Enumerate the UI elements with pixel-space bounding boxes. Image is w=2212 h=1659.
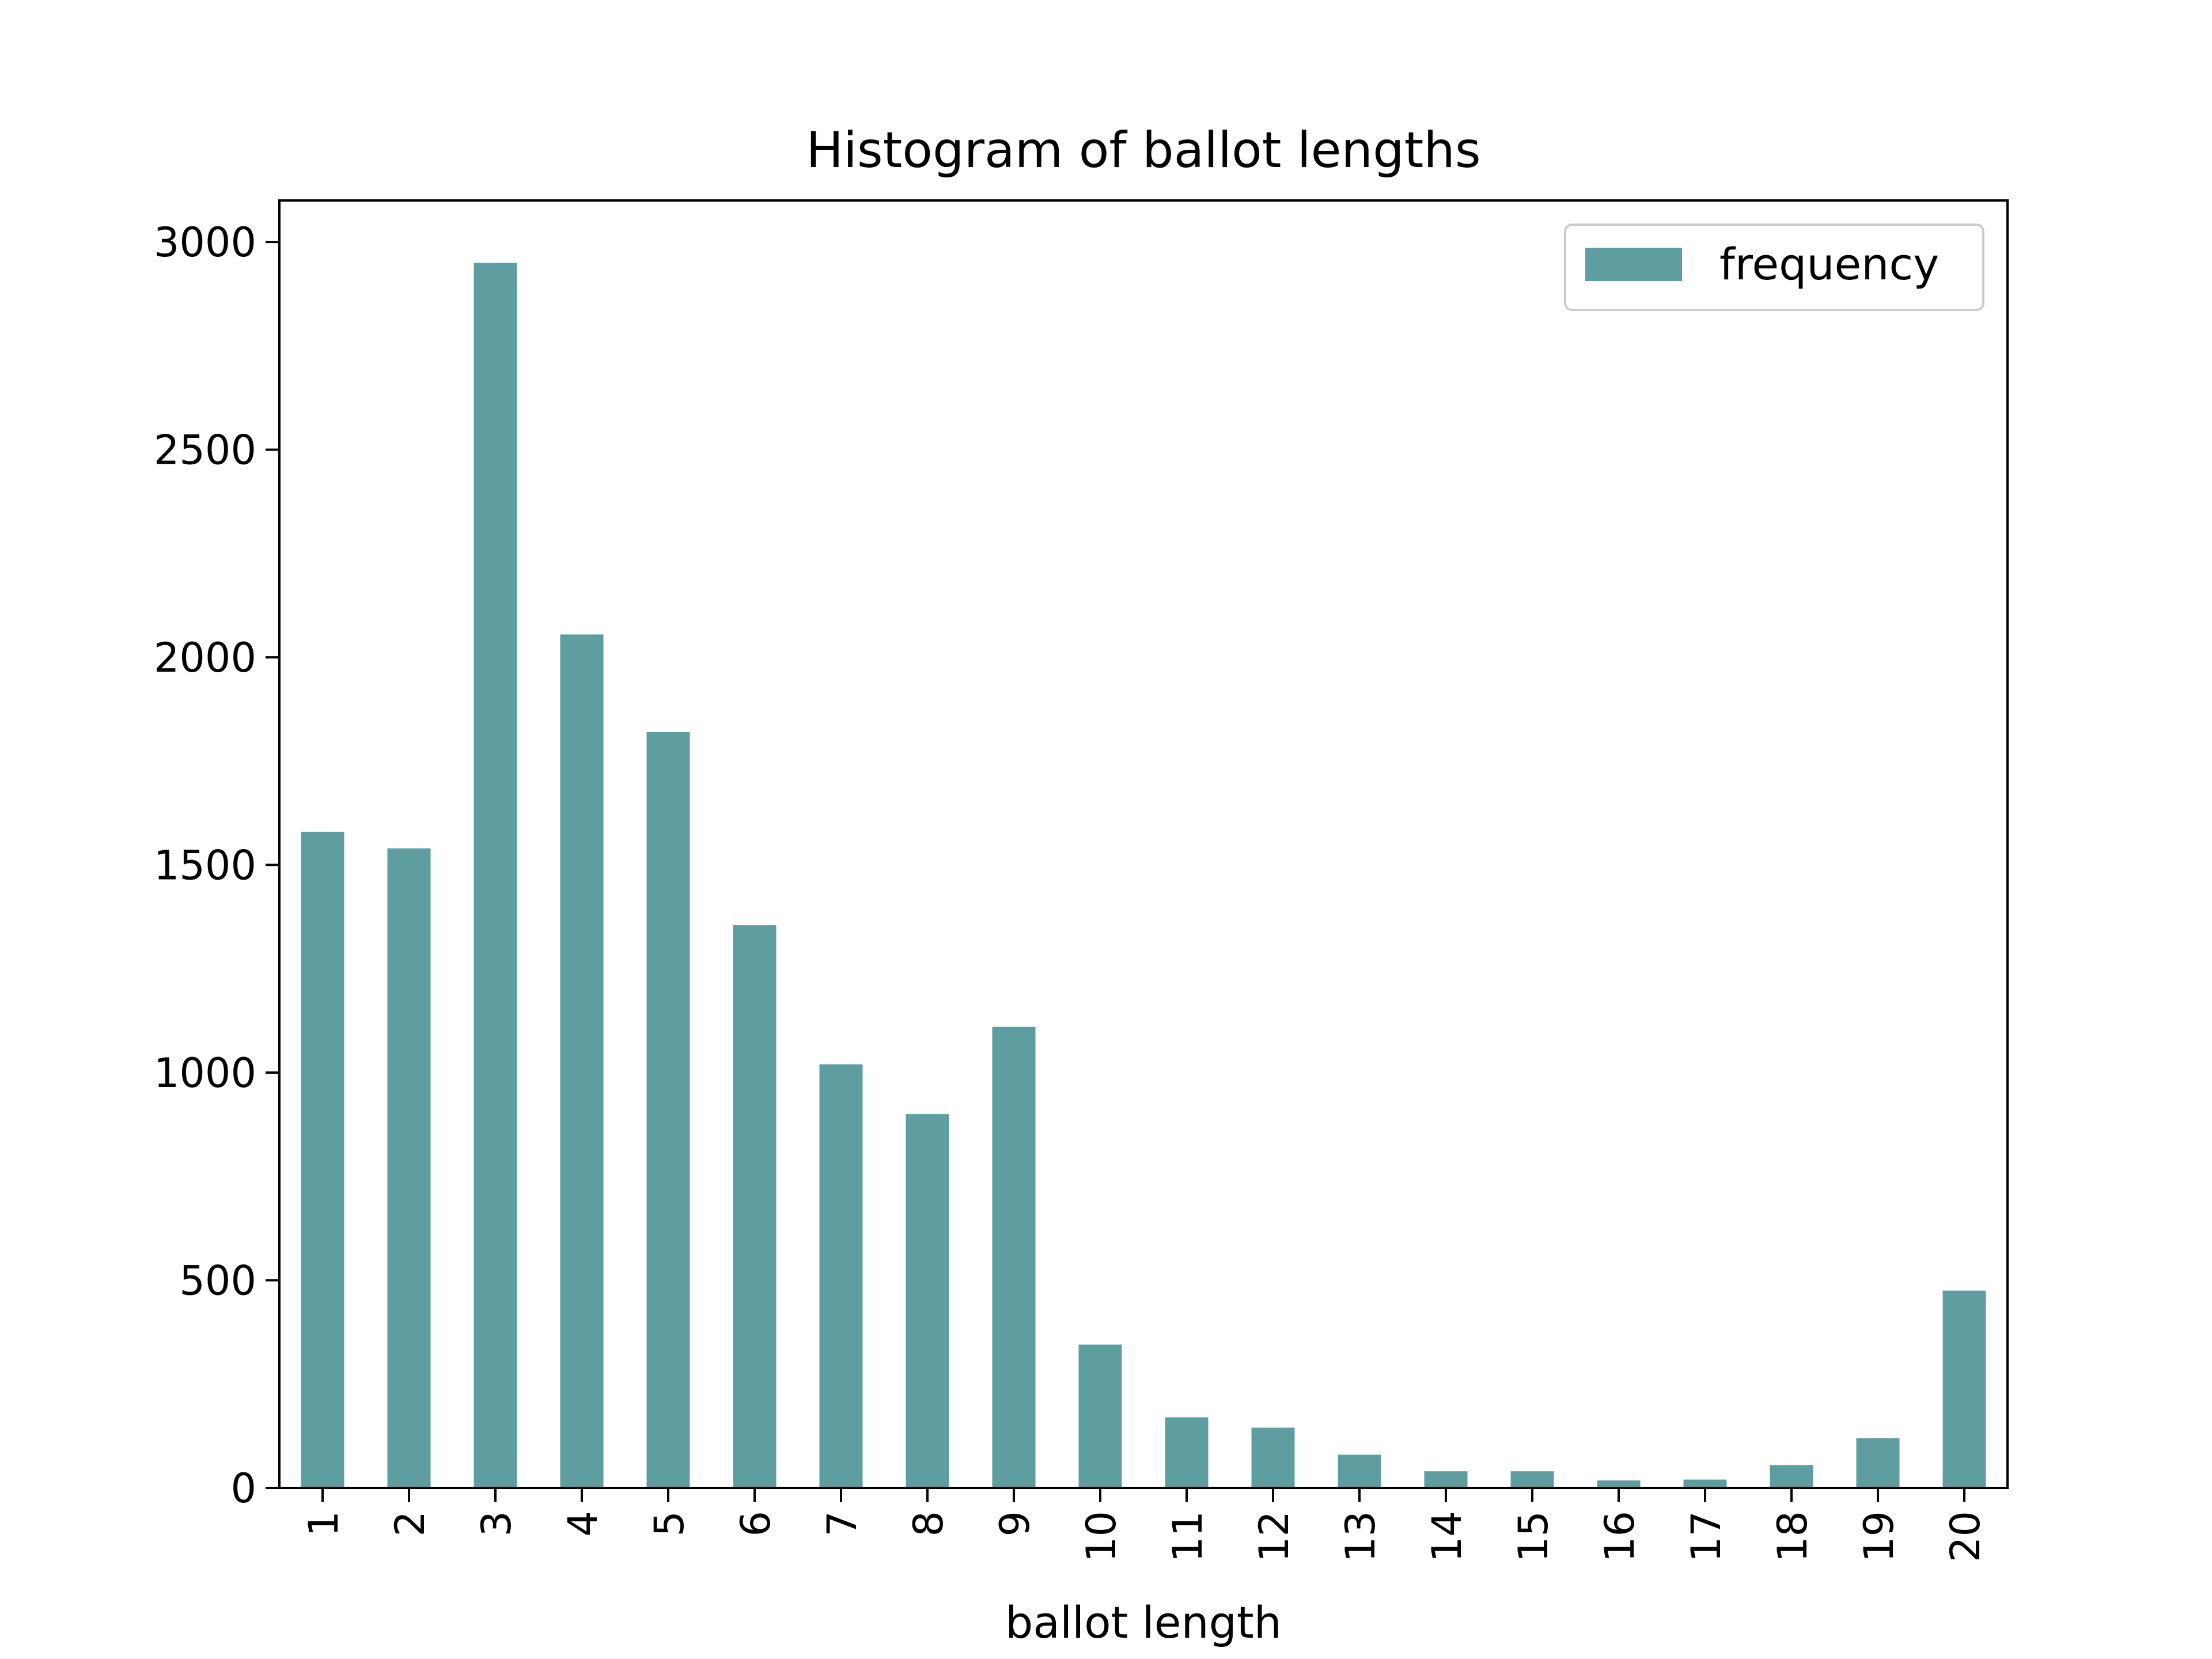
bar-7 <box>819 1064 863 1488</box>
bar-4 <box>560 634 604 1488</box>
bar-17 <box>1683 1479 1727 1488</box>
bars-group <box>301 263 1986 1488</box>
x-tick-label: 5 <box>646 1511 693 1537</box>
legend: frequency <box>1564 224 1984 311</box>
bar-12 <box>1251 1427 1295 1488</box>
chart-title: Histogram of ballot lengths <box>806 122 1480 179</box>
y-tick-label: 1000 <box>154 1050 256 1097</box>
x-tick-label: 6 <box>732 1511 779 1537</box>
x-axis-label: ballot length <box>1005 1597 1282 1648</box>
bar-5 <box>646 732 690 1488</box>
x-tick-label: 2 <box>387 1511 434 1537</box>
x-tick-label: 19 <box>1855 1511 1903 1562</box>
x-axis: 1 2 3 4 5 6 7 8 9 10 11 12 13 14 15 16 17 18 19 20 <box>300 1488 1989 1562</box>
y-tick-label: 500 <box>179 1257 256 1305</box>
legend-box <box>1564 224 1984 311</box>
x-tick-label: 12 <box>1251 1511 1298 1562</box>
x-tick-label: 16 <box>1596 1511 1643 1562</box>
bar-2 <box>387 848 431 1488</box>
x-tick-label: 14 <box>1423 1511 1471 1562</box>
x-tick-label: 15 <box>1510 1511 1557 1562</box>
x-tick-label: 20 <box>1942 1511 1989 1562</box>
legend-label: frequency <box>1719 238 1939 290</box>
bar-16 <box>1597 1480 1641 1488</box>
y-tick-label: 1500 <box>154 842 256 889</box>
bar-9 <box>992 1027 1036 1488</box>
bar-19 <box>1856 1438 1900 1488</box>
bar-8 <box>906 1114 949 1488</box>
x-tick-label: 7 <box>819 1511 866 1537</box>
plot-frame <box>278 199 2009 1489</box>
y-axis: 0 500 1000 1500 2000 2500 3000 <box>154 219 279 1512</box>
x-tick-label: 3 <box>473 1511 520 1537</box>
bar-10 <box>1078 1344 1122 1488</box>
legend-swatch <box>1585 248 1682 281</box>
bar-11 <box>1165 1417 1209 1488</box>
bar-13 <box>1338 1455 1381 1488</box>
y-tick-label: 2000 <box>154 634 256 681</box>
bar-14 <box>1424 1471 1468 1488</box>
bar-1 <box>301 831 344 1488</box>
y-tick-label: 2500 <box>154 427 256 474</box>
bar-18 <box>1770 1465 1813 1488</box>
bar-20 <box>1942 1290 1986 1488</box>
bar-15 <box>1510 1471 1554 1488</box>
bar-3 <box>474 263 517 1488</box>
y-tick-label: 0 <box>230 1465 256 1512</box>
bar-6 <box>733 925 777 1488</box>
x-tick-label: 1 <box>300 1511 347 1537</box>
x-tick-label: 11 <box>1164 1511 1211 1562</box>
x-tick-label: 10 <box>1078 1511 1125 1562</box>
x-tick-label: 8 <box>905 1511 952 1537</box>
y-tick-label: 3000 <box>154 219 256 266</box>
x-tick-label: 13 <box>1337 1511 1384 1562</box>
x-tick-label: 4 <box>559 1511 607 1537</box>
x-tick-label: 9 <box>991 1511 1039 1537</box>
x-tick-label: 17 <box>1683 1511 1730 1562</box>
x-tick-label: 18 <box>1769 1511 1816 1562</box>
